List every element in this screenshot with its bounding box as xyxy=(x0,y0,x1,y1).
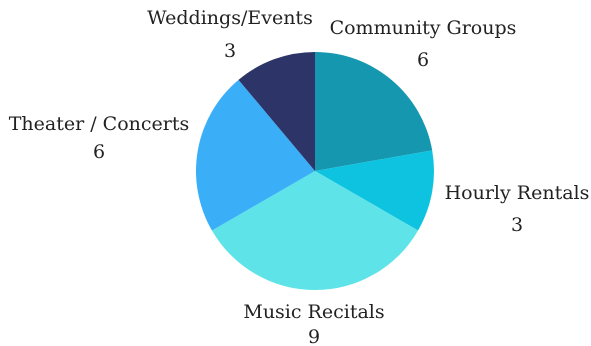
slice-label-weddings-events: Weddings/Events 3 xyxy=(147,7,313,62)
slice-label-weddings-events-value: 3 xyxy=(224,40,236,62)
slice-label-community-groups-name: Community Groups xyxy=(330,17,517,39)
slice-label-weddings-events-name: Weddings/Events xyxy=(147,7,313,29)
slice-label-theater-concerts-name: Theater / Concerts xyxy=(9,113,190,135)
slice-label-hourly-rentals-name: Hourly Rentals xyxy=(445,182,590,204)
pie-slice-weddings-events xyxy=(238,52,315,171)
pie-slice-hourly-rentals xyxy=(315,150,435,231)
slice-label-music-recitals-value: 9 xyxy=(308,326,320,346)
slice-label-music-recitals-name: Music Recitals xyxy=(243,301,384,323)
slice-label-community-groups: Community Groups 6 xyxy=(330,17,517,71)
slice-label-theater-concerts: Theater / Concerts 6 xyxy=(9,113,190,163)
pie-slice-community-groups xyxy=(315,52,433,171)
slice-label-music-recitals: Music Recitals 9 xyxy=(243,301,384,346)
slice-label-hourly-rentals: Hourly Rentals 3 xyxy=(445,182,590,236)
slice-label-theater-concerts-value: 6 xyxy=(93,141,105,163)
slice-label-hourly-rentals-value: 3 xyxy=(511,214,523,236)
pie-slice-music-recitals xyxy=(211,171,419,290)
pie-slices xyxy=(196,52,435,290)
slice-label-community-groups-value: 6 xyxy=(417,49,429,71)
pie-slice-theater-concerts xyxy=(196,79,315,231)
